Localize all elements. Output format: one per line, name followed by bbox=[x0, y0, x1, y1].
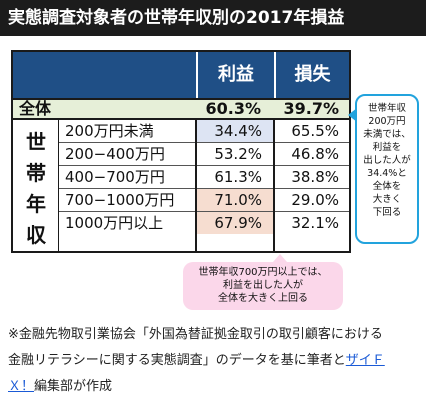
row-label: 1000万円以上 bbox=[65, 214, 164, 232]
total-row: 全体 60.3% 39.7% bbox=[13, 98, 349, 120]
row-label: 200−400万円 bbox=[65, 145, 165, 163]
row-loss: 32.1% bbox=[291, 214, 339, 232]
callout-line: 34.4%と bbox=[367, 168, 407, 179]
row-profit: 61.3% bbox=[214, 168, 262, 186]
callout-line: 出した人が bbox=[363, 155, 411, 166]
row-loss: 38.8% bbox=[291, 168, 339, 186]
side-char: 収 bbox=[26, 223, 46, 247]
callout-high-income: 世帯年収700万円以上では、 利益を出した人が 全体を大きく上回る bbox=[183, 254, 343, 310]
row-profit: 67.9% bbox=[196, 212, 274, 234]
callout-line: 大きく bbox=[372, 194, 402, 205]
row-profit: 34.4% bbox=[196, 120, 274, 142]
callout-line: 下回る bbox=[372, 207, 402, 218]
page-title: 実態調査対象者の世帯年収別の2017年損益 bbox=[0, 0, 426, 36]
row-profit: 71.0% bbox=[196, 189, 274, 211]
table-row: 200万円未満 34.4% 65.5% bbox=[59, 120, 349, 143]
row-label: 400−700万円 bbox=[65, 168, 165, 186]
total-profit: 60.3% bbox=[205, 99, 261, 118]
footnote-text: 編集部が作成 bbox=[34, 379, 113, 394]
callout-low-income: 世帯年収 200万円 未満では、 利益を 出した人が 34.4%と 全体を 大き… bbox=[348, 94, 419, 244]
table-row: 200−400万円 53.2% 46.8% bbox=[59, 143, 349, 166]
table-row: 400−700万円 61.3% 38.8% bbox=[59, 166, 349, 189]
callout-line: 世帯年収700万円以上では、 bbox=[198, 267, 328, 278]
row-label: 700−1000万円 bbox=[65, 191, 175, 209]
callout-line: 未満では、 bbox=[363, 129, 411, 140]
row-loss: 29.0% bbox=[291, 191, 339, 209]
side-char: 帯 bbox=[26, 161, 46, 185]
profit-loss-table: 利益 損失 全体 60.3% 39.7% 世 帯 年 収 200万円未満 34.… bbox=[11, 50, 351, 253]
zai-fx-link[interactable]: ザイＦ bbox=[345, 353, 385, 368]
footnote-line: Ｘ！編集部が作成 bbox=[8, 374, 420, 400]
table-row: 1000万円以上 67.9% 32.1% bbox=[59, 212, 349, 235]
callout-line: 世帯年収 bbox=[367, 103, 406, 114]
header-profit: 利益 bbox=[218, 64, 254, 85]
callout-tail bbox=[348, 108, 357, 122]
callout-line: 全体を大きく上回る bbox=[218, 293, 308, 304]
row-label: 200万円未満 bbox=[65, 122, 154, 140]
total-loss: 39.7% bbox=[283, 99, 339, 118]
column-divider bbox=[195, 120, 197, 251]
callout-line: 利益を出した人が bbox=[223, 280, 303, 291]
footnote-text: 金融リテラシーに関する実態調査」のデータを基に筆者と bbox=[8, 353, 346, 368]
footnote-line: ※金融先物取引業協会「外国為替証拠金取引の取引顧客における bbox=[8, 327, 383, 342]
row-profit: 53.2% bbox=[214, 145, 262, 163]
total-label: 全体 bbox=[19, 99, 52, 118]
side-char: 年 bbox=[26, 192, 46, 216]
household-income-label: 世 帯 年 収 bbox=[13, 120, 59, 251]
callout-line: 利益を bbox=[372, 142, 402, 153]
zai-fx-link-continued[interactable]: Ｘ！ bbox=[8, 379, 35, 394]
table-header: 利益 損失 bbox=[13, 52, 349, 98]
row-loss: 65.5% bbox=[291, 122, 339, 140]
header-loss: 損失 bbox=[294, 64, 331, 85]
column-divider bbox=[273, 120, 275, 251]
source-footnote: ※金融先物取引業協会「外国為替証拠金取引の取引顧客における 金融リテラシーに関す… bbox=[8, 322, 420, 400]
callout-tail bbox=[273, 254, 287, 262]
footnote-line: 金融リテラシーに関する実態調査」のデータを基に筆者とザイＦ bbox=[8, 348, 420, 374]
callout-line: 全体を bbox=[372, 181, 402, 192]
table-row: 700−1000万円 71.0% 29.0% bbox=[59, 189, 349, 212]
row-loss: 46.8% bbox=[291, 145, 339, 163]
header-divider bbox=[274, 52, 276, 98]
callout-line: 200万円 bbox=[368, 116, 406, 127]
side-char: 世 bbox=[26, 130, 46, 154]
header-divider bbox=[196, 52, 198, 98]
